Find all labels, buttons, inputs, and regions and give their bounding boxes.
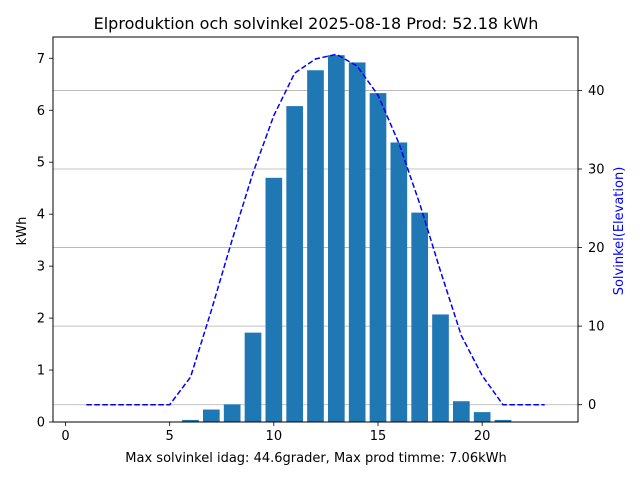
elevation-line: [86, 53, 545, 406]
y-tick-label: 3: [37, 260, 45, 275]
y-tick-label: 6: [37, 104, 45, 119]
y-axis-left: 0 1 2 3 4 5 6 7: [37, 52, 53, 431]
y2-axis-label: Solvinkel(Elevation): [612, 167, 627, 296]
y2-tick-label: 20: [588, 241, 605, 256]
x-axis: 0 5 10 15 20: [61, 422, 490, 444]
bar: [473, 412, 491, 422]
x-tick-label: 0: [61, 429, 69, 444]
bar: [348, 62, 366, 423]
bar: [203, 409, 220, 422]
y-tick-label: 4: [37, 208, 45, 223]
y2-tick-label: 10: [588, 320, 605, 335]
bar: [244, 332, 262, 422]
bar: [265, 177, 283, 422]
x-tick-label: 10: [266, 429, 283, 444]
y-axis-label: kWh: [15, 217, 30, 246]
bar: [328, 55, 345, 423]
y2-tick-label: 30: [588, 163, 605, 178]
x-axis-label: Max solvinkel idag: 44.6grader, Max prod…: [125, 451, 506, 466]
y-tick-label: 1: [37, 364, 45, 379]
y-tick-label: 0: [37, 416, 45, 431]
bar: [411, 212, 428, 422]
chart-title: Elproduktion och solvinkel 2025-08-18 Pr…: [94, 14, 539, 33]
bar: [432, 314, 449, 422]
bar: [369, 93, 387, 423]
y2-tick-label: 0: [588, 398, 596, 413]
x-tick-label: 5: [166, 429, 174, 444]
x-tick-label: 20: [474, 429, 491, 444]
y-tick-label: 5: [37, 156, 45, 171]
y-axis-right: 0 10 20 30 40: [578, 84, 605, 413]
bar-series: [182, 55, 512, 423]
y-tick-label: 2: [37, 312, 45, 327]
bar: [307, 70, 324, 422]
y2-tick-label: 40: [588, 84, 605, 99]
bar: [453, 401, 470, 422]
bar: [390, 142, 408, 422]
x-tick-label: 15: [370, 429, 387, 444]
bar: [182, 419, 199, 422]
y-tick-label: 7: [37, 52, 45, 67]
elevation-line-series: [86, 53, 545, 406]
bar: [223, 404, 241, 422]
bar: [286, 106, 303, 422]
bar: [494, 419, 512, 422]
plot-frame: [52, 36, 579, 423]
